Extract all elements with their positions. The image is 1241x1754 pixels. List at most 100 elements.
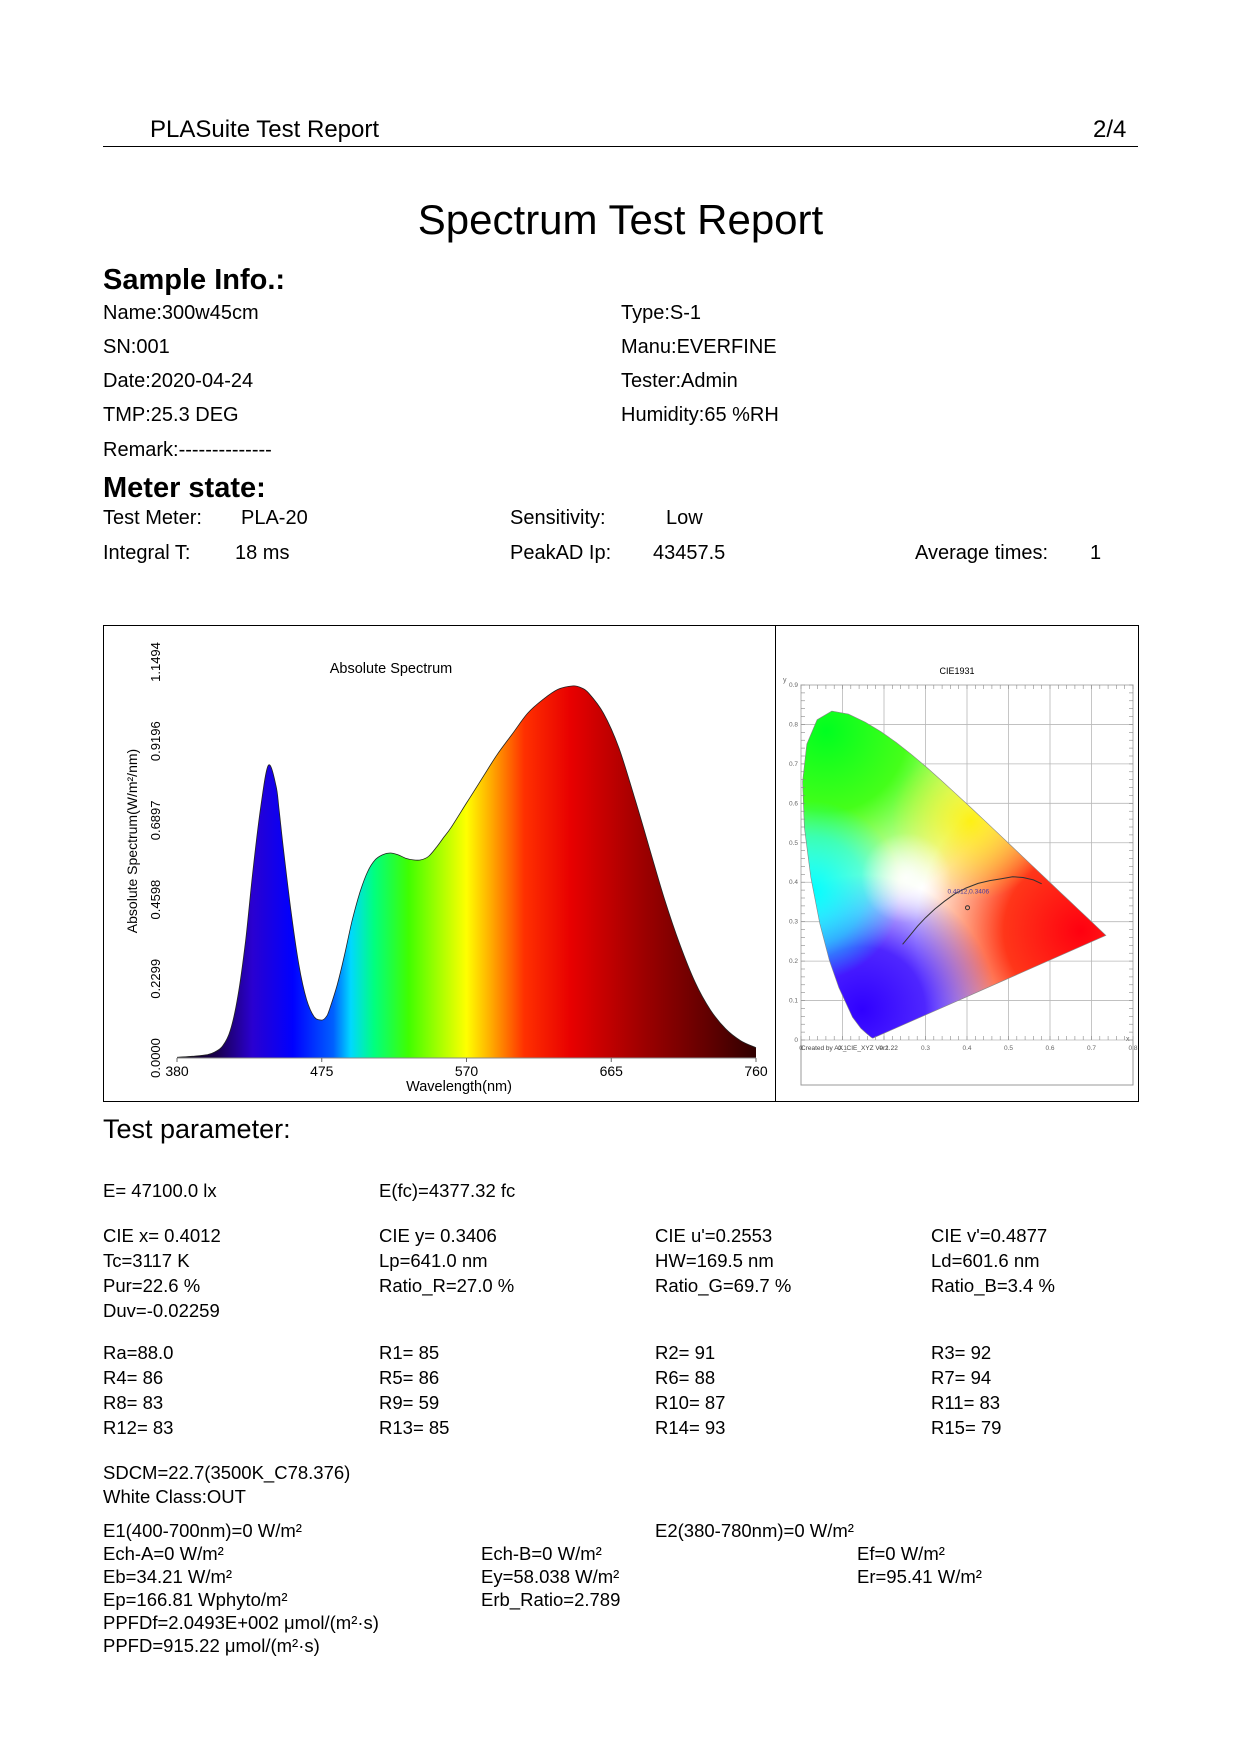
param-r11: R11= 83 [931, 1392, 1001, 1413]
param-r13: R13= 85 [379, 1417, 450, 1438]
integral-label: Integral T: [103, 542, 191, 564]
sensitivity-label: Sensitivity: [510, 507, 606, 529]
cie-x-axis-label: x [1126, 1036, 1130, 1043]
chromaticity-point [965, 905, 970, 911]
param-r15: R15= 79 [931, 1417, 1002, 1438]
cie-title: CIE1931 [939, 666, 974, 676]
param-eb: Eb=34.21 W/m² [103, 1566, 233, 1587]
param-r6: R6= 88 [655, 1367, 716, 1388]
param-ppfdf: PPFDf=2.0493E+002 μmol/(m²·s) [103, 1612, 379, 1633]
param-cie-y: CIE y= 0.3406 [379, 1225, 497, 1246]
param-r10: R10= 87 [655, 1392, 726, 1413]
param-r5: R5= 86 [379, 1367, 440, 1388]
test-parameter-heading: Test parameter: [103, 1114, 291, 1144]
cie-locus-outline [802, 710, 1107, 1039]
cie-y-axis-label: y [783, 677, 787, 684]
peakad-label: PeakAD Ip: [510, 542, 612, 564]
cie-y-tick-label: 0.4 [789, 879, 798, 886]
test-meter-value: PLA-20 [241, 507, 308, 529]
y-tick-label: 0.6897 [148, 801, 163, 841]
cie-y-tick-label: 0.1 [789, 998, 798, 1005]
spectrum-chart: Absolute Spectrum 380 475 570 665 760 0.0000… [124, 642, 768, 1095]
test-meter-label: Test Meter: [103, 507, 202, 529]
param-ech-b: Ech-B=0 W/m² [481, 1543, 602, 1564]
cie-footer: Created by AX_CIE_XYZ Ver1.22 [801, 1045, 898, 1052]
sample-sn: SN:001 [103, 336, 170, 358]
peakad-value: 43457.5 [653, 542, 726, 564]
sensitivity-value: Low [666, 507, 703, 529]
meter-state-heading: Meter state: [103, 472, 266, 504]
cie-y-tick-label: 0 [794, 1037, 798, 1044]
param-ech-a: Ech-A=0 W/m² [103, 1543, 224, 1564]
cie-y-tick-label: 0.7 [789, 761, 798, 768]
param-e: E= 47100.0 lx [103, 1180, 217, 1201]
param-cie-v: CIE v'=0.4877 [931, 1225, 1048, 1246]
param-r7: R7= 94 [931, 1367, 992, 1388]
param-r4: R4= 86 [103, 1367, 164, 1388]
spectrum-area [177, 685, 756, 1058]
param-efc: E(fc)=4377.32 fc [379, 1180, 516, 1201]
cie-y-tick-label: 0.3 [789, 919, 798, 926]
cie-x-tick-label: 0.5 [1004, 1045, 1013, 1052]
param-erb-ratio: Erb_Ratio=2.789 [481, 1589, 621, 1610]
cie-x-tick-label: 0 [799, 1045, 803, 1052]
param-ey: Ey=58.038 W/m² [481, 1566, 620, 1587]
param-e2: E2(380-780nm)=0 W/m² [655, 1520, 854, 1541]
param-r9: R9= 59 [379, 1392, 440, 1413]
x-axis-label: Wavelength(nm) [406, 1079, 512, 1095]
param-r3: R3= 92 [931, 1342, 992, 1363]
param-ppfd: PPFD=915.22 μmol/(m²·s) [103, 1635, 320, 1656]
spectrum-title: Absolute Spectrum [330, 661, 453, 677]
sample-info-heading: Sample Info.: [103, 264, 286, 296]
x-tick-label: 570 [455, 1063, 479, 1079]
param-ra: Ra=88.0 [103, 1342, 174, 1363]
sample-manu: Manu:EVERFINE [621, 336, 777, 358]
planckian-locus [902, 876, 1042, 945]
param-hw: HW=169.5 nm [655, 1250, 774, 1271]
cie-x-tick-label: 0.3 [921, 1045, 930, 1052]
param-ld: Ld=601.6 nm [931, 1250, 1040, 1271]
param-ratio-g: Ratio_G=69.7 % [655, 1275, 792, 1296]
param-r2: R2= 91 [655, 1342, 716, 1363]
average-times-value: 1 [1090, 542, 1102, 564]
sample-name: Name:300w45cm [103, 302, 259, 324]
x-tick-label: 475 [310, 1063, 334, 1079]
cie-x-tick-label: 0.8 [1128, 1045, 1137, 1052]
param-cie-u: CIE u'=0.2553 [655, 1225, 773, 1246]
param-r12: R12= 83 [103, 1417, 174, 1438]
cie-y-tick-label: 0.5 [789, 840, 798, 847]
y-tick-label: 0.9196 [148, 721, 163, 761]
cie-x-tick-label: 0.7 [1087, 1045, 1096, 1052]
param-er: Er=95.41 W/m² [857, 1566, 982, 1587]
report-title: Spectrum Test Report [417, 196, 824, 243]
cie-x-tick-label: 0.1 [838, 1045, 847, 1052]
param-r14: R14= 93 [655, 1417, 726, 1438]
x-tick-label: 665 [600, 1063, 624, 1079]
integral-value: 18 ms [235, 542, 290, 564]
param-cie-x: CIE x= 0.4012 [103, 1225, 221, 1246]
param-pur: Pur=22.6 % [103, 1275, 201, 1296]
param-ef: Ef=0 W/m² [857, 1543, 945, 1564]
cie-x-tick-label: 0.4 [962, 1045, 971, 1052]
sample-date: Date:2020-04-24 [103, 370, 254, 392]
sample-type: Type:S-1 [621, 302, 702, 324]
y-tick-label: 0.0000 [148, 1038, 163, 1078]
cie-chart: CIE1931 0.4012,0.3406 0 0.1 0.2 0.3 0.4 0.5 0.… [783, 666, 1138, 1086]
chromaticity-point-label: 0.4012,0.3406 [948, 889, 990, 896]
cie-y-tick-label: 0.2 [789, 958, 798, 965]
param-sdcm: SDCM=22.7(3500K_C78.376) [103, 1462, 351, 1483]
cie-x-tick-label: 0.2 [879, 1045, 888, 1052]
x-tick-label: 760 [744, 1063, 768, 1079]
cie-gamut [802, 711, 1106, 1039]
param-tc: Tc=3117 K [103, 1250, 190, 1271]
sample-humidity: Humidity:65 %RH [621, 404, 779, 426]
param-ep: Ep=166.81 Wphyto/m² [103, 1589, 288, 1610]
cie-y-tick-label: 0.6 [789, 800, 798, 807]
param-ratio-r: Ratio_R=27.0 % [379, 1275, 515, 1296]
sample-remark: Remark:-------------- [103, 439, 272, 461]
y-axis-label: Absolute Spectrum(W/m²/nm) [124, 749, 140, 933]
cie-y-tick-label: 0.9 [789, 682, 798, 689]
sample-tester: Tester:Admin [621, 370, 738, 392]
header-rule [103, 146, 1138, 147]
y-tick-label: 0.4598 [148, 880, 163, 920]
